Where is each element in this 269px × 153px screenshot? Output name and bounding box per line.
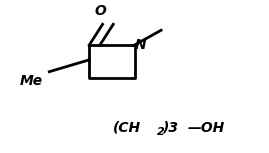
Text: —OH: —OH (188, 121, 225, 135)
Text: 2: 2 (157, 127, 165, 137)
Text: O: O (94, 4, 106, 18)
Text: N: N (134, 38, 146, 52)
Text: Me: Me (20, 74, 43, 88)
Text: )3: )3 (162, 121, 178, 135)
Text: (CH: (CH (113, 121, 141, 135)
